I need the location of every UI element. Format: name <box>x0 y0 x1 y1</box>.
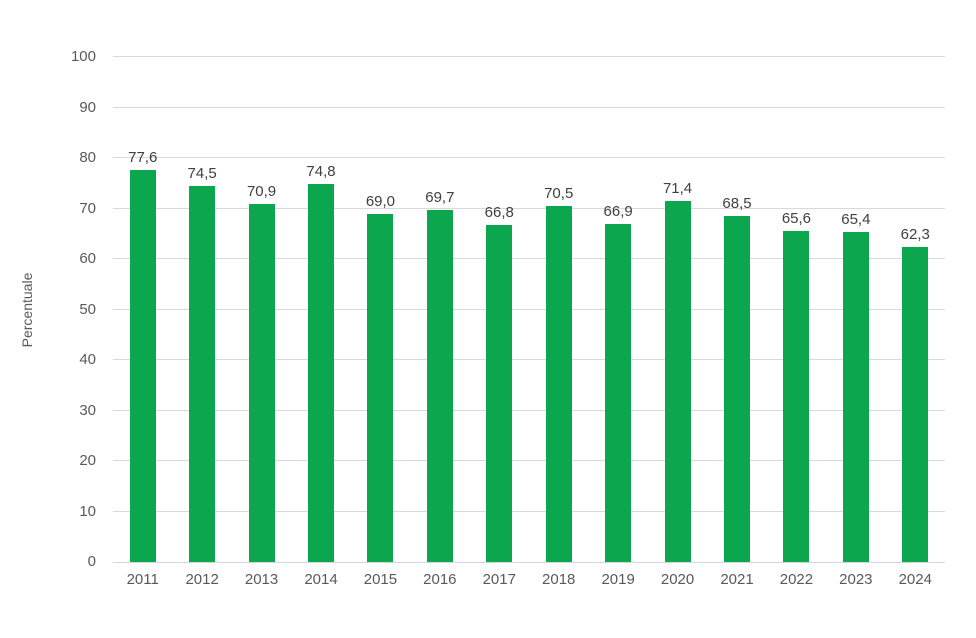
y-axis-tick-label: 100 <box>70 48 96 65</box>
bar-value-label: 68,5 <box>722 195 752 213</box>
x-axis-tick-label: 2019 <box>601 571 635 588</box>
gridline <box>113 106 945 108</box>
bar-value-label: 70,5 <box>544 184 574 202</box>
y-axis-tick-label: 20 <box>79 452 96 469</box>
y-axis-tick-label: 30 <box>79 401 96 419</box>
gridline <box>113 207 945 209</box>
bar-value-label: 66,9 <box>603 203 633 221</box>
bar-2020 <box>664 201 691 562</box>
bar-value-label: 70,9 <box>246 182 277 200</box>
bar-2023 <box>842 231 869 562</box>
y-axis-tick-label: 50 <box>79 300 96 318</box>
bar-value-label: 69,0 <box>365 192 396 210</box>
x-axis-tick-label: 2013 <box>244 571 279 588</box>
bar-2019 <box>605 224 632 562</box>
x-axis-tick-label: 2023 <box>839 571 873 588</box>
x-axis-tick-label: 2024 <box>898 571 932 588</box>
x-axis-tick-label: 2016 <box>423 571 457 588</box>
gridline <box>113 258 945 259</box>
y-axis-tick-label: 90 <box>79 98 96 116</box>
x-axis-tick-label: 2012 <box>185 571 219 588</box>
y-axis-tick-label: 60 <box>79 250 96 267</box>
bar-2013 <box>248 203 275 562</box>
y-axis-title: Percentuale <box>19 272 35 348</box>
x-axis-tick-label: 2018 <box>542 571 576 588</box>
x-axis-tick-label: 2015 <box>363 571 398 588</box>
bar-value-label: 74,5 <box>187 164 217 182</box>
bar-value-label: 69,7 <box>425 189 455 207</box>
gridline <box>113 510 945 512</box>
bar-value-label: 71,4 <box>662 180 693 198</box>
y-axis-tick-label: 10 <box>79 502 96 520</box>
bar-2021 <box>724 216 750 562</box>
x-axis-tick-label: 2020 <box>660 571 695 588</box>
y-axis-tick-label: 0 <box>87 553 96 570</box>
bar-2024 <box>902 247 929 562</box>
bar-2018 <box>545 205 572 562</box>
gridline <box>113 308 945 310</box>
y-axis-tick-label: 80 <box>79 149 96 166</box>
bar-2011 <box>129 170 156 562</box>
bar-value-label: 74,8 <box>306 163 336 181</box>
gridline <box>113 359 945 360</box>
bar-value-label: 65,4 <box>841 210 871 228</box>
x-axis-tick-label: 2014 <box>304 571 338 588</box>
gridline <box>113 409 945 411</box>
bar-2022 <box>783 230 810 562</box>
x-axis-tick-label: 2022 <box>779 571 814 588</box>
bar-2015 <box>367 213 394 562</box>
x-axis-tick-label: 2011 <box>126 571 159 588</box>
x-axis-tick-label: 2021 <box>720 571 754 588</box>
bar-2014 <box>308 184 334 562</box>
gridline <box>113 157 945 158</box>
bar-value-label: 77,6 <box>128 149 158 167</box>
bar-value-label: 65,6 <box>781 209 812 227</box>
plot-area: 77,6 74,5 70,9 74,8 69,0 69,7 66,8 70,5 66,9 71,4… <box>113 56 945 563</box>
x-axis-tick-label: 2017 <box>482 571 516 588</box>
gridline <box>113 460 945 461</box>
y-axis-tick-label: 40 <box>79 351 96 368</box>
bar-value-label: 62,3 <box>900 226 930 244</box>
gridline <box>113 56 945 57</box>
y-axis-tick-label: 70 <box>79 199 96 217</box>
bar-2012 <box>189 185 216 562</box>
bar-value-label: 66,8 <box>484 203 514 221</box>
bar-2016 <box>426 210 453 562</box>
bar-2017 <box>486 224 513 562</box>
